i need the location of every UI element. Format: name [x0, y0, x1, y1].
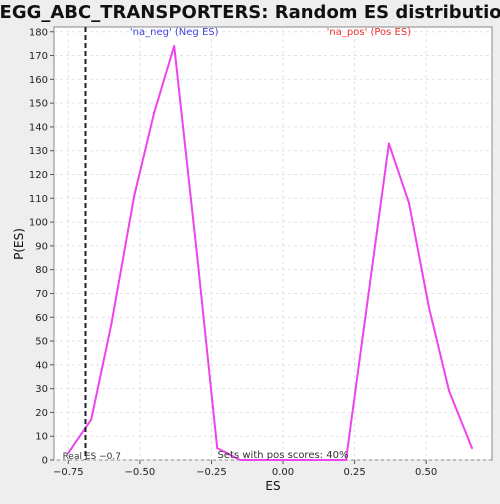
- data-point: [387, 142, 390, 145]
- data-point: [428, 306, 431, 309]
- y-tick-label: 70: [35, 289, 48, 300]
- chart-title: KEGG_ABC_TRANSPORTERS: Random ES distrib…: [0, 2, 500, 23]
- data-point: [90, 418, 93, 421]
- data-point: [239, 459, 242, 461]
- y-tick-label: 60: [35, 313, 48, 324]
- annotation-text: 'na_pos' (Pos ES): [327, 27, 412, 38]
- y-tick-label: 120: [29, 170, 48, 181]
- data-point: [345, 459, 347, 461]
- data-point: [196, 254, 199, 257]
- y-tick-label: 10: [35, 432, 48, 443]
- data-point: [365, 311, 368, 314]
- x-tick-label: −0.50: [125, 467, 156, 478]
- data-point: [470, 447, 473, 450]
- data-point: [282, 459, 285, 461]
- x-tick-label: 0.50: [415, 467, 437, 478]
- real-es-label: Real ES −0.7: [63, 452, 121, 462]
- y-tick-label: 160: [29, 75, 48, 86]
- plot-area: [53, 26, 493, 461]
- y-tick-label: 140: [29, 122, 48, 133]
- y-tick-label: 90: [35, 241, 48, 252]
- data-point: [407, 202, 410, 205]
- x-tick-label: −0.25: [196, 467, 227, 478]
- y-tick-label: 40: [35, 360, 48, 371]
- y-tick-label: 20: [35, 408, 48, 419]
- data-point: [133, 194, 136, 197]
- data-point: [259, 459, 262, 461]
- annotation-text: Sets with pos scores: 40%: [218, 450, 349, 461]
- y-tick-label: 150: [29, 99, 48, 110]
- y-tick-label: 100: [29, 218, 48, 229]
- axes: 0 10 20 30 40 50 60 70 80 90 100 110 120 130 140 150 160…: [29, 27, 437, 478]
- data-point: [173, 45, 176, 48]
- x-tick-label: 0.00: [272, 467, 294, 478]
- series-line: [67, 45, 473, 461]
- y-tick-label: 0: [42, 456, 48, 467]
- y-tick-label: 50: [35, 337, 48, 348]
- y-tick-label: 80: [35, 265, 48, 276]
- annotations: 'na_neg' (Neg ES) 'na_pos' (Pos ES) Sets w…: [130, 27, 411, 461]
- y-tick-label: 180: [29, 27, 48, 38]
- x-tick-label: −0.75: [53, 467, 84, 478]
- data-point: [448, 390, 451, 393]
- data-point: [110, 323, 113, 326]
- series-layer: [67, 45, 473, 461]
- y-axis-label: P(ES): [12, 228, 26, 260]
- x-axis-label: ES: [265, 479, 280, 493]
- y-tick-label: 130: [29, 146, 48, 157]
- data-point: [302, 459, 305, 461]
- data-point: [153, 111, 156, 114]
- annotation-text: 'na_neg' (Neg ES): [130, 27, 219, 38]
- y-tick-label: 110: [29, 194, 48, 205]
- data-point: [216, 447, 219, 450]
- x-tick-label: 0.25: [343, 467, 365, 478]
- y-tick-label: 30: [35, 384, 48, 395]
- y-tick-label: 170: [29, 51, 48, 62]
- data-point: [322, 459, 325, 461]
- data-point: [67, 451, 70, 454]
